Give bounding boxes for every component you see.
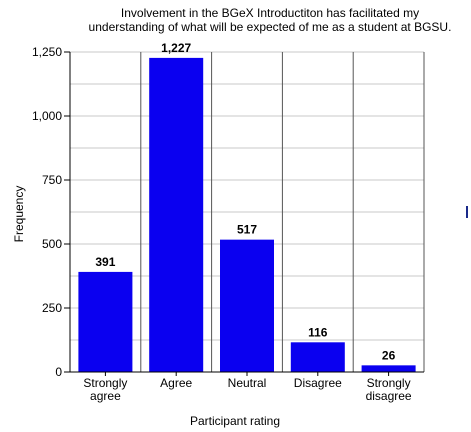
gridlines [70, 51, 425, 372]
bar-1 [78, 271, 133, 372]
value-label: 116 [308, 325, 328, 339]
y-tick-label: 1,250 [32, 45, 62, 59]
x-tick-label: disagree [366, 389, 412, 403]
y-tick-label: 0 [55, 365, 62, 379]
x-tick-label: Strongly [367, 376, 411, 390]
bar-4 [290, 342, 345, 372]
x-tick-label: Agree [160, 376, 192, 390]
value-label: 517 [237, 223, 257, 237]
bar-3 [220, 239, 274, 372]
y-axis-label: Frequency [12, 186, 26, 243]
y-tick-labels: 0 250 500 750 1,000 1,250 [32, 45, 70, 379]
y-tick-label: 1,000 [32, 109, 62, 123]
chart-title: Involvement in the BGeX Introductiton ha… [89, 6, 452, 34]
edge-marker [466, 206, 468, 218]
chart-title-line: Involvement in the BGeX Introductiton ha… [121, 6, 419, 20]
x-tick-label: Strongly [83, 376, 127, 390]
axes [66, 52, 424, 373]
x-tick-label: Disagree [294, 376, 342, 390]
value-label: 26 [382, 348, 396, 362]
value-labels: 391 1,227 517 116 26 [95, 41, 395, 362]
bar-2 [149, 57, 204, 372]
x-axis-label: Participant rating [190, 414, 280, 428]
value-label: 1,227 [161, 41, 191, 55]
x-tick-label: agree [90, 389, 121, 403]
bar-5 [361, 365, 416, 372]
bars [78, 57, 416, 372]
chart-title-line: understanding of what will be expected o… [89, 20, 452, 34]
y-tick-label: 750 [42, 173, 62, 187]
y-tick-label: 500 [42, 237, 62, 251]
x-tick-label: Neutral [228, 376, 267, 390]
y-tick-label: 250 [42, 301, 62, 315]
value-label: 391 [95, 255, 115, 269]
